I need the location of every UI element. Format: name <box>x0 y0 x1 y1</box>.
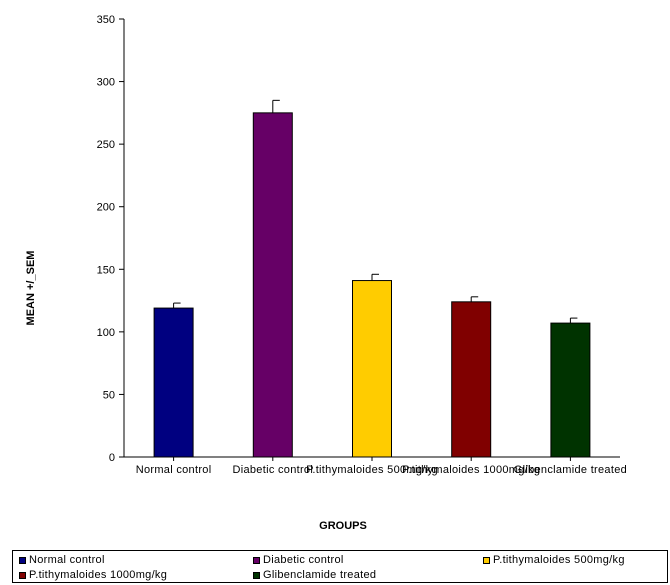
y-axis-ticks: 0 50 100 150 200 250 300 350 <box>97 14 124 464</box>
y-tick-label: 350 <box>97 14 115 26</box>
legend-item: P.tithymaloides 1000mg/kg <box>19 569 167 581</box>
x-axis-category-labels: Normal control Diabetic controlP.tithymal… <box>136 457 627 476</box>
bar <box>550 322 591 458</box>
bar-chart: 0 50 100 150 200 250 300 350 Normal control Diab… <box>25 14 627 532</box>
bar <box>153 307 194 458</box>
legend-item: Diabetic control <box>253 554 344 566</box>
legend-item: Normal control <box>19 554 105 566</box>
legend-label: Diabetic control <box>263 554 344 566</box>
legend-label: Normal control <box>29 554 105 566</box>
legend-swatch <box>19 571 26 579</box>
legend-label: P.tithymaloides 1000mg/kg <box>29 569 168 581</box>
legend-item: Glibenclamide treated <box>253 569 376 581</box>
x-tick-label: P.tithymaloides 1000mg/kg <box>402 464 540 476</box>
y-tick-label: 0 <box>109 452 115 464</box>
legend-swatch <box>253 571 260 579</box>
legend-label: P.tithymaloides 500mg/kg <box>493 554 625 566</box>
x-axis-title: GROUPS <box>319 520 367 532</box>
error-bars <box>173 99 578 324</box>
x-tick-label: P.tithymaloides 500mg/kg <box>306 464 438 476</box>
bar <box>451 301 492 458</box>
legend: Normal control Diabetic control P.tithymal… <box>12 550 668 583</box>
legend-swatch <box>19 556 26 564</box>
y-tick-label: 300 <box>97 77 115 89</box>
x-tick-label: Diabetic control <box>232 464 313 476</box>
x-tick-label: Glibenclamide treated <box>514 464 627 476</box>
bars <box>153 112 591 458</box>
x-tick-label: Normal control <box>136 464 212 476</box>
y-tick-label: 150 <box>97 264 115 276</box>
y-tick-label: 200 <box>97 202 115 214</box>
legend-swatch <box>253 556 260 564</box>
legend-swatch <box>483 556 490 564</box>
bar <box>252 112 293 458</box>
y-tick-label: 100 <box>97 327 115 339</box>
legend-label: Glibenclamide treated <box>263 569 377 581</box>
y-tick-label: 250 <box>97 139 115 151</box>
y-tick-label: 50 <box>103 389 115 401</box>
legend-item: P.tithymaloides 500mg/kg <box>483 554 625 566</box>
y-axis-title: MEAN +/_SEM <box>25 251 37 326</box>
bar <box>352 280 392 458</box>
